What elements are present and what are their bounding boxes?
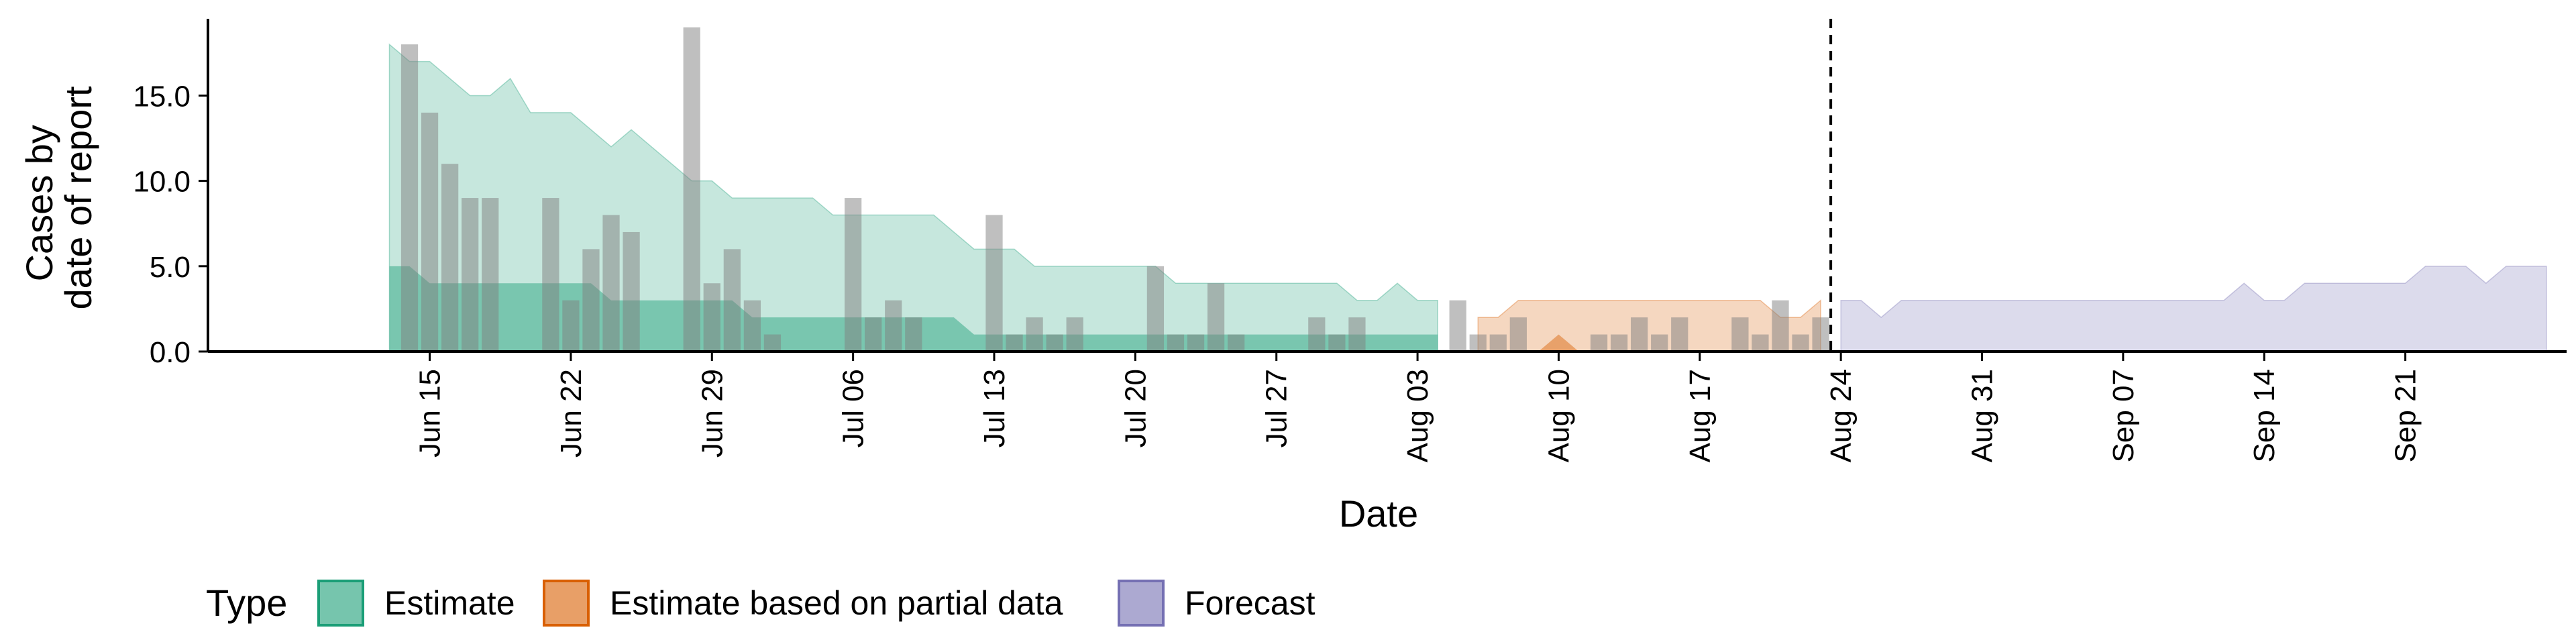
case-bar	[1046, 334, 1063, 352]
legend: Type Estimate Estimate based on partial …	[206, 580, 1316, 627]
case-bar	[1146, 266, 1165, 352]
legend-title: Type	[206, 582, 287, 624]
y-axis-label-line-2: date of report	[57, 86, 99, 310]
x-tick-label: Jun 22	[555, 369, 588, 458]
case-bar	[1772, 300, 1789, 352]
case-bar	[1328, 334, 1346, 352]
x-tick-label: Sep 07	[2107, 369, 2140, 462]
x-tick-label: Jul 06	[837, 369, 870, 447]
case-bar	[723, 249, 741, 352]
x-tick-label: Jun 15	[414, 369, 447, 458]
case-bar	[865, 317, 882, 352]
case-bar	[1066, 317, 1083, 352]
forecast-outer-band	[1840, 266, 2547, 352]
case-bar	[905, 317, 922, 352]
x-axis-label: Date	[1339, 492, 1418, 535]
case-bar	[441, 164, 459, 352]
case-bar	[845, 198, 862, 352]
case-bar	[1469, 334, 1487, 352]
case-bar	[1631, 317, 1648, 352]
case-bar	[1752, 334, 1769, 352]
case-bar	[421, 112, 439, 352]
y-axis-label: Cases by date of report	[18, 86, 99, 310]
case-bar	[1449, 300, 1466, 352]
case-bar	[1489, 334, 1507, 352]
x-axis-ticks: Jun 15 Jun 22 Jun 29 Jul 06 Jul 13 Jul 20 Jul …	[414, 352, 2422, 462]
case-bar	[482, 198, 499, 352]
case-bar	[1590, 334, 1608, 352]
case-bar	[1348, 317, 1366, 352]
partial-outer-band	[1477, 299, 1821, 352]
case-bar	[462, 198, 479, 352]
x-tick-label: Aug 24	[1825, 369, 1858, 462]
x-tick-label: Jul 20	[1119, 369, 1152, 447]
case-bar	[602, 215, 620, 352]
x-tick-label: Aug 03	[1401, 369, 1434, 462]
x-tick-label: Sep 21	[2390, 369, 2422, 462]
case-bar	[1509, 317, 1527, 352]
y-axis-label-line-1: Cases by	[18, 125, 60, 281]
x-tick-label: Jun 29	[696, 369, 729, 458]
case-bar	[582, 249, 600, 352]
case-bar	[885, 300, 902, 352]
y-tick-label: 0.0	[150, 336, 191, 369]
axes	[207, 19, 2567, 353]
x-tick-label: Aug 31	[1966, 369, 1999, 462]
x-tick-label: Aug 17	[1684, 369, 1717, 462]
x-tick-label: Jul 27	[1260, 369, 1293, 447]
case-bar	[1167, 334, 1185, 352]
legend-key-estimate	[317, 580, 364, 627]
case-bar	[1187, 334, 1205, 352]
case-bar	[1812, 317, 1829, 352]
case-bar	[743, 300, 761, 352]
partial-inner-band	[1478, 334, 1821, 352]
case-bar	[1792, 334, 1809, 352]
x-tick-label: Sep 14	[2248, 369, 2281, 462]
y-tick-label: 15.0	[133, 80, 191, 113]
case-bar	[1006, 334, 1023, 352]
legend-key-forecast	[1118, 580, 1165, 627]
case-bar	[1227, 334, 1245, 352]
legend-key-partial	[543, 580, 590, 627]
legend-label-estimate: Estimate	[384, 584, 515, 622]
case-bar	[1671, 317, 1688, 352]
x-tick-label: Aug 10	[1542, 369, 1575, 462]
legend-label-partial: Estimate based on partial data	[610, 584, 1063, 622]
observed-case-bars	[400, 27, 1829, 352]
case-bar	[683, 27, 700, 352]
y-tick-label: 5.0	[150, 251, 191, 284]
case-bar	[1610, 334, 1628, 352]
case-bar	[1207, 283, 1225, 352]
legend-label-forecast: Forecast	[1185, 584, 1316, 622]
case-bar	[1731, 317, 1749, 352]
case-bar	[562, 300, 580, 352]
case-bar	[542, 198, 559, 352]
case-bar	[623, 231, 640, 352]
case-bar	[1026, 317, 1043, 352]
estimate-inner-band	[389, 266, 1438, 352]
case-bar	[703, 283, 720, 352]
x-tick-label: Jul 13	[978, 369, 1011, 447]
case-bar	[985, 215, 1003, 352]
case-bar	[400, 44, 419, 352]
case-bar	[763, 334, 782, 352]
case-bar	[1308, 317, 1326, 352]
case-bar	[1651, 334, 1668, 352]
y-axis-ticks: 0.0 5.0 10.0 15.0	[133, 80, 208, 369]
y-tick-label: 10.0	[133, 166, 191, 199]
